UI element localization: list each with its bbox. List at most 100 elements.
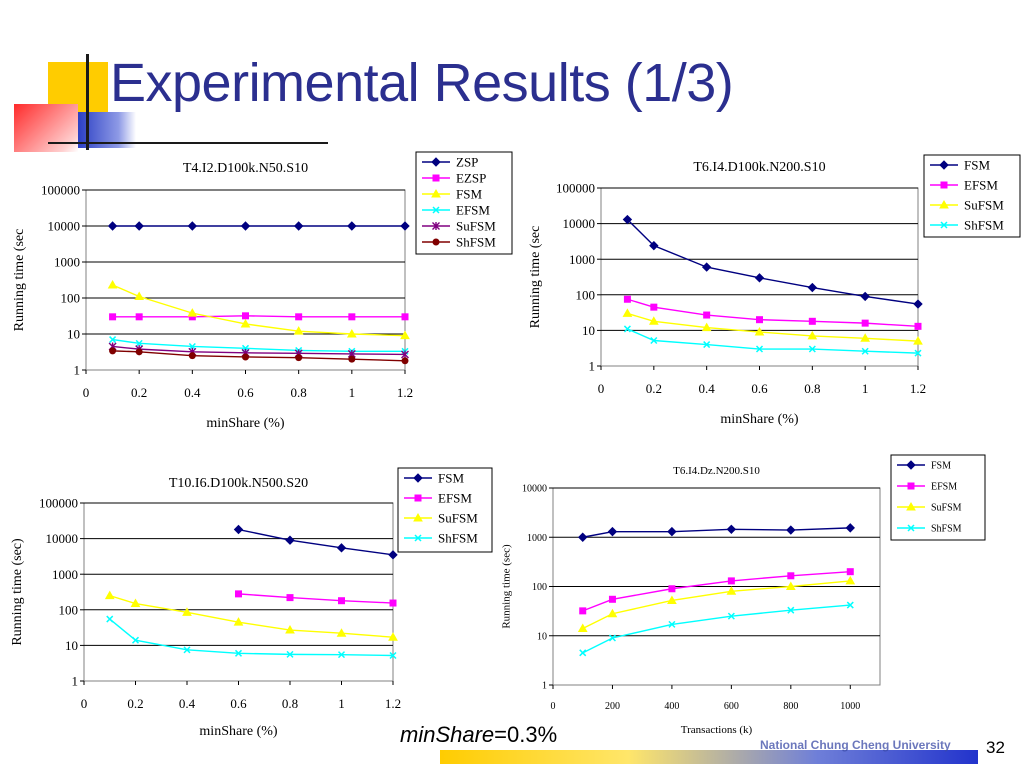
y-axis-label: Running time (sec): [10, 538, 25, 646]
data-point: [130, 598, 141, 608]
data-point: [579, 649, 587, 657]
data-point: [401, 313, 409, 321]
legend-label: ShFSM: [964, 218, 1004, 233]
data-point: [608, 634, 616, 642]
data-point: [861, 319, 869, 327]
data-point: [701, 322, 712, 332]
data-point: [188, 352, 196, 360]
series-line: [582, 604, 851, 654]
legend-label: FSM: [964, 158, 990, 173]
data-point: [106, 615, 114, 623]
data-point: [622, 308, 633, 317]
series-fsm: [622, 214, 923, 309]
data-point: [346, 328, 357, 338]
legend-box: [890, 454, 986, 541]
x-tick-label: 0.6: [230, 696, 247, 711]
y-tick-label: 100: [59, 602, 79, 617]
data-point: [607, 526, 618, 537]
data-point: [285, 625, 295, 634]
legend-marker: [432, 238, 440, 246]
x-tick-label: 0.8: [282, 696, 298, 711]
legend-label: SuFSM: [964, 198, 1004, 213]
data-point: [401, 350, 409, 359]
legend-label: ZSP: [456, 155, 478, 170]
x-tick-label: 0: [83, 385, 90, 400]
chart-title: T10.I6.D100k.N500.S20: [169, 476, 308, 491]
legend-label: EFSM: [931, 482, 957, 493]
legend-marker: [939, 199, 949, 209]
data-point: [785, 581, 796, 590]
data-point: [650, 303, 658, 311]
caption-value: =0.3%: [494, 722, 558, 747]
legend-marker: [432, 206, 440, 214]
legend-marker: [414, 494, 422, 502]
data-point: [807, 330, 818, 340]
x-axis-label: Transactions (k): [681, 724, 753, 736]
series-sufsm: [577, 575, 856, 633]
x-tick-label: 1: [862, 381, 869, 396]
data-point: [242, 353, 249, 361]
data-point: [579, 607, 587, 615]
legend-marker: [907, 524, 915, 532]
data-point: [787, 606, 795, 614]
series-line: [238, 528, 394, 556]
data-point: [608, 595, 616, 603]
chart-title: T6.I4.Dz.N200.S10: [673, 465, 760, 477]
data-point: [104, 590, 115, 600]
data-point: [578, 532, 588, 542]
data-point: [233, 524, 244, 535]
data-point: [240, 318, 251, 328]
data-point: [293, 221, 304, 231]
series-fsm: [107, 279, 410, 340]
data-point: [336, 628, 347, 637]
series-shfsm: [106, 615, 397, 660]
data-point: [295, 354, 303, 362]
legend-marker: [940, 221, 948, 229]
data-point: [787, 572, 795, 580]
y-axis-label: Running time (sec: [12, 229, 27, 332]
data-point: [648, 316, 659, 325]
data-point: [667, 595, 677, 604]
x-tick-label: 0.8: [291, 385, 307, 400]
data-point: [286, 594, 294, 602]
legend-label: SuFSM: [931, 503, 962, 514]
legend-marker: [906, 460, 916, 470]
legend-label: EFSM: [964, 178, 998, 193]
y-tick-label: 10000: [48, 219, 81, 234]
legend: FSM EFSM SuFSM ShFSM: [397, 467, 493, 553]
data-point: [623, 295, 631, 303]
x-tick-label: 0.4: [184, 385, 201, 400]
y-tick-label: 1: [74, 363, 81, 378]
data-point: [240, 221, 251, 231]
legend-label: FSM: [456, 187, 482, 202]
x-tick-label: 800: [783, 701, 798, 712]
data-point: [109, 347, 117, 355]
y-tick-label: 1: [589, 359, 596, 374]
legend-label: ShFSM: [456, 235, 496, 250]
y-tick-label: 100: [532, 582, 547, 593]
data-point: [388, 550, 398, 560]
series-line: [582, 570, 851, 612]
data-point: [400, 221, 410, 231]
y-tick-label: 10: [65, 638, 78, 653]
series-line: [238, 593, 394, 604]
series-efsm: [235, 590, 397, 607]
x-tick-label: 1.2: [910, 381, 926, 396]
legend-box: [923, 154, 1021, 238]
data-point: [109, 313, 117, 321]
data-point: [667, 526, 677, 537]
data-point: [846, 601, 854, 609]
y-tick-label: 1000: [569, 252, 595, 267]
deco-horizontal-line: [48, 142, 328, 144]
y-tick-label: 1: [542, 681, 547, 692]
legend-label: ShFSM: [438, 531, 478, 546]
data-point: [727, 612, 735, 620]
data-point: [754, 327, 765, 336]
data-point: [188, 342, 196, 351]
data-point: [134, 221, 144, 231]
slide-title: Experimental Results (1/3): [110, 53, 734, 113]
legend-label: SuFSM: [456, 219, 496, 234]
data-point: [577, 623, 588, 633]
x-tick-label: 0.2: [131, 385, 147, 400]
x-tick-label: 200: [605, 701, 620, 712]
